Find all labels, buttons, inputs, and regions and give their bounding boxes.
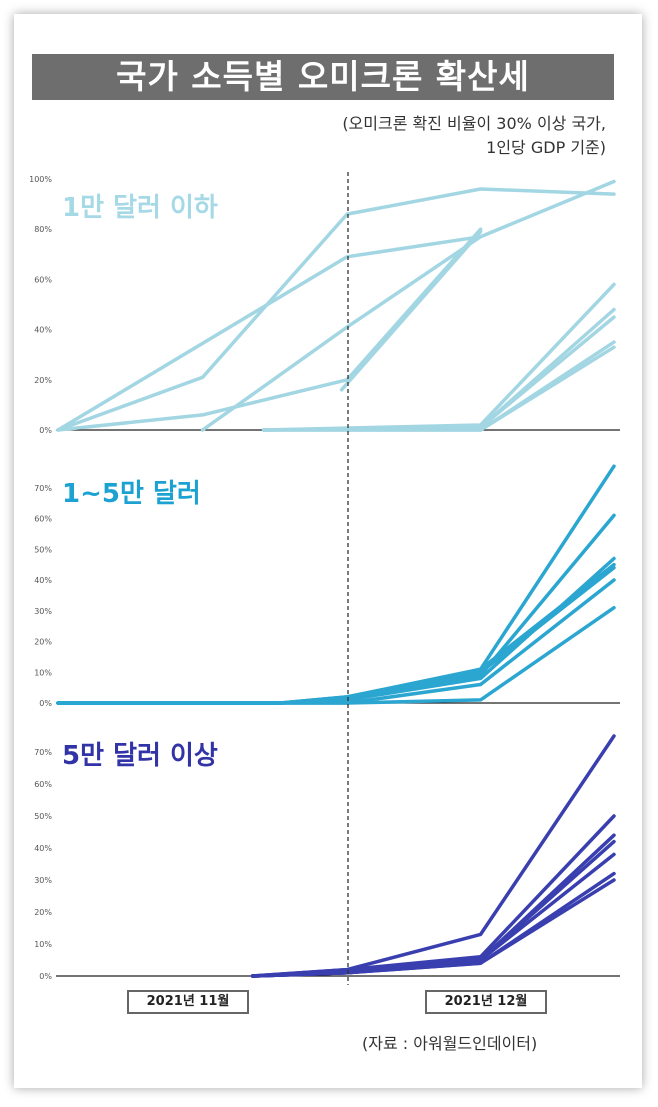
x-label-december: 2021년 12월	[425, 990, 547, 1014]
y-tick-label: 40%	[34, 326, 52, 335]
y-tick-label: 30%	[34, 876, 52, 885]
panel-middle-income: 0% 10% 20% 30% 40% 50% 60% 70% 1~5만 달러	[34, 464, 620, 708]
y-tick-label: 60%	[34, 275, 52, 284]
series-line-c10	[261, 345, 616, 432]
subtitle-line-2: 1인당 GDP 기준)	[486, 138, 606, 157]
series-line-c2	[56, 179, 616, 432]
y-tick-label: 100%	[29, 175, 52, 184]
x-label-november: 2021년 11월	[127, 990, 249, 1014]
y-tick-label: 10%	[34, 940, 52, 949]
y-tick-label: 0%	[39, 426, 52, 435]
y-tick-label: 10%	[34, 668, 52, 677]
series-line-c3	[250, 833, 616, 978]
series-line-c5	[339, 229, 483, 392]
y-tick-label: 20%	[34, 376, 52, 385]
y-tick-label: 60%	[34, 780, 52, 789]
y-tick-label: 40%	[34, 844, 52, 853]
panel-low-income: 0% 20% 40% 60% 80% 100% 1만 달러 이하	[29, 175, 620, 435]
y-tick-label: 60%	[34, 515, 52, 524]
series-line-c4	[200, 234, 483, 432]
y-tick-label: 70%	[34, 748, 52, 757]
y-tick-label: 0%	[39, 699, 52, 708]
y-tick-label: 40%	[34, 576, 52, 585]
series-line-c6	[56, 605, 616, 705]
series-line-c5	[56, 578, 616, 705]
panel-title: 1만 달러 이하	[62, 193, 218, 223]
y-tick-label: 70%	[34, 484, 52, 493]
series-line-c1	[250, 734, 616, 978]
y-tick-label: 50%	[34, 812, 52, 821]
panel-high-income: 0% 10% 20% 30% 40% 50% 60% 70% 5만 달러 이상	[34, 734, 620, 981]
chart-title: 국가 소득별 오미크론 확산세	[32, 54, 614, 100]
series-line-c2	[56, 513, 616, 705]
y-tick-label: 20%	[34, 908, 52, 917]
panel-title: 1~5만 달러	[62, 479, 201, 509]
source-note: (자료 : 아워월드인데이터)	[362, 1034, 538, 1053]
series-line-c1	[56, 187, 616, 432]
y-tick-label: 80%	[34, 225, 52, 234]
y-tick-label: 30%	[34, 607, 52, 616]
y-tick-label: 50%	[34, 545, 52, 554]
series-line-c7	[261, 307, 616, 432]
series-line-c3	[56, 227, 483, 432]
series-line-c8	[261, 315, 616, 432]
panel-title: 5만 달러 이상	[62, 741, 218, 771]
y-tick-label: 0%	[39, 972, 52, 981]
subtitle-line-1: (오미크론 확진 비율이 30% 이상 국가,	[342, 114, 606, 133]
series-line-c7	[56, 562, 616, 705]
y-tick-label: 20%	[34, 638, 52, 647]
series-line-c7	[250, 878, 616, 978]
